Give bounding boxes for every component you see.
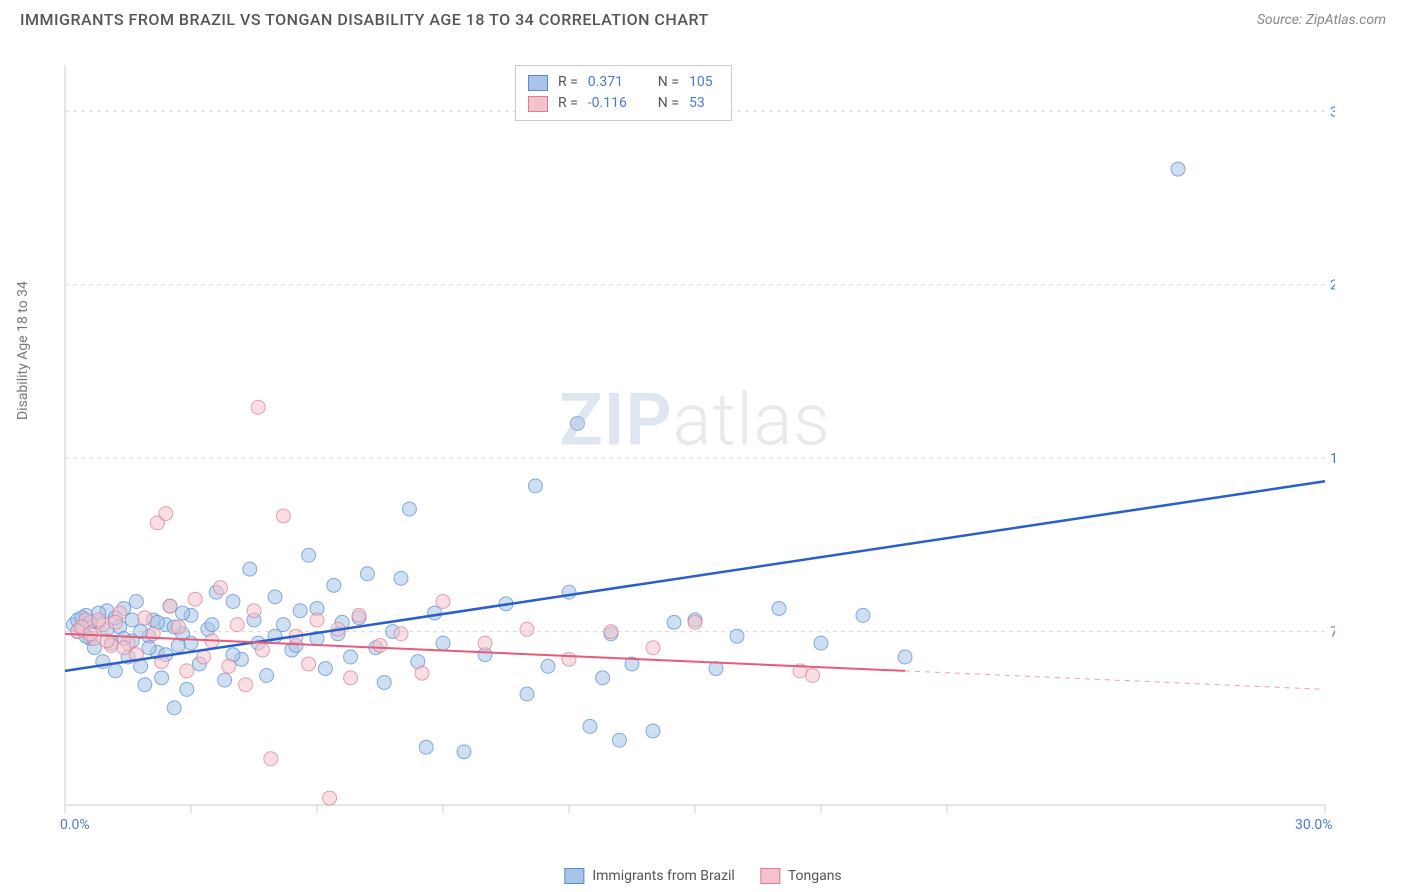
chart-title: IMMIGRANTS FROM BRAZIL VS TONGAN DISABIL… <box>20 10 709 29</box>
source-label: Source: ZipAtlas.com <box>1257 12 1386 28</box>
legend-swatch <box>760 868 780 884</box>
legend-swatch <box>528 96 548 112</box>
x-axis-max-label: 30.0% <box>1295 817 1333 833</box>
legend-swatch <box>564 868 584 884</box>
legend-row: R = -0.116 N = 53 <box>528 93 719 114</box>
r-value: 0.371 <box>588 72 648 93</box>
chart-area: 7.5%15.0%22.5%30.0% ZIPatlas R =0.371N =… <box>55 55 1335 815</box>
r-label: R = <box>558 72 578 93</box>
bottom-legend-item: Tongans <box>760 868 842 884</box>
title-bar: IMMIGRANTS FROM BRAZIL VS TONGAN DISABIL… <box>0 0 1406 34</box>
n-label: N = <box>658 72 679 93</box>
bottom-legend-item: Immigrants from Brazil <box>564 868 735 884</box>
svg-text:22.5%: 22.5% <box>1330 278 1335 294</box>
svg-text:30.0%: 30.0% <box>1330 104 1335 120</box>
r-value: -0.116 <box>588 93 648 114</box>
legend-label: Immigrants from Brazil <box>592 868 735 884</box>
r-label: R = <box>558 93 578 114</box>
n-value: 53 <box>689 93 719 114</box>
bottom-legend: Immigrants from Brazil Tongans <box>564 868 841 884</box>
scatter-chart-svg: 7.5% 15.0% 22.5% 30.0% <box>55 55 1335 815</box>
x-axis-min-label: 0.0% <box>60 817 90 833</box>
legend-label: Tongans <box>788 868 842 884</box>
svg-text:15.0%: 15.0% <box>1330 451 1335 467</box>
legend-swatch <box>528 75 548 91</box>
legend-row: R = 0.371 N = 105 <box>528 72 719 93</box>
correlation-legend-box: R = 0.371 N = 105 R = -0.116 N = 53 <box>515 65 732 121</box>
n-label: N = <box>658 93 679 114</box>
n-value: 105 <box>689 72 719 93</box>
svg-text:7.5%: 7.5% <box>1330 625 1335 641</box>
y-axis-label: Disability Age 18 to 34 <box>15 281 31 420</box>
